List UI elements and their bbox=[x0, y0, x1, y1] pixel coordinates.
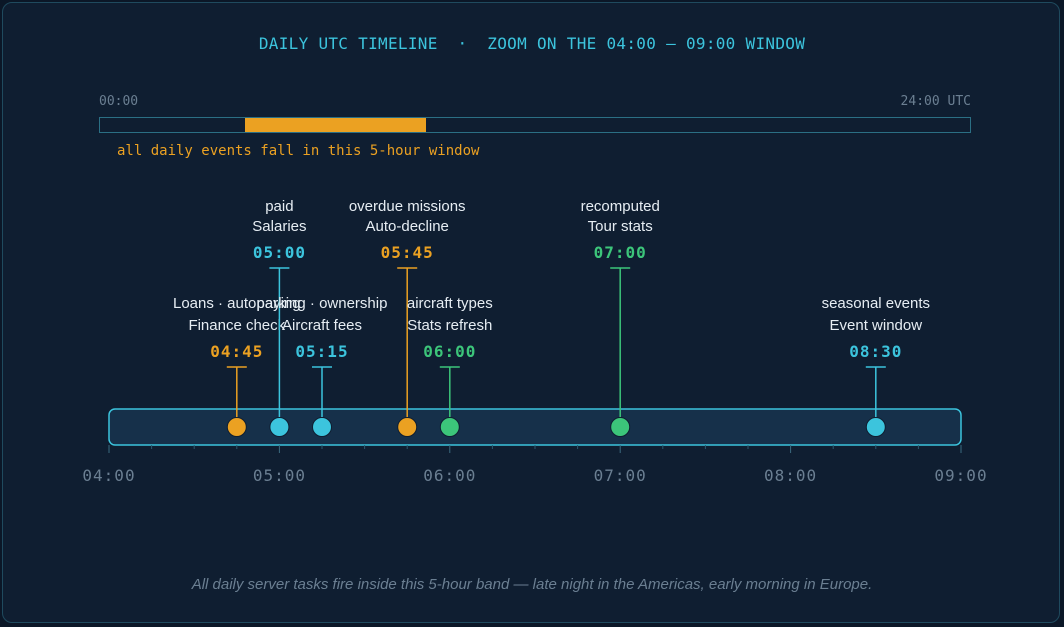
event-detail-label: Loans · autopaying bbox=[173, 295, 301, 312]
event-name-label: Finance check bbox=[188, 317, 285, 334]
event-time-label: 08:30 bbox=[849, 342, 902, 361]
diagram-title: DAILY UTC TIMELINE · ZOOM ON THE 04:00 –… bbox=[258, 34, 806, 53]
event-name-label: Stats refresh bbox=[407, 317, 492, 334]
event-detail-label: recomputed bbox=[581, 198, 660, 215]
event-detail-label: parking · ownership bbox=[257, 295, 388, 312]
event-name-label: Auto-decline bbox=[366, 218, 449, 235]
axis-tick-label: 09:00 bbox=[934, 466, 987, 485]
overview-end-label: 24:00 UTC bbox=[900, 94, 971, 109]
event-detail-label: aircraft types bbox=[407, 295, 493, 312]
event-detail-label: overdue missions bbox=[349, 198, 466, 215]
event-time-label: 04:45 bbox=[210, 342, 263, 361]
overview-start-label: 00:00 bbox=[99, 94, 139, 109]
footer-caption: All daily server tasks fire inside this … bbox=[191, 576, 873, 593]
event-dot bbox=[397, 417, 418, 437]
event-name-label: Salaries bbox=[252, 218, 306, 235]
event-dot bbox=[312, 417, 332, 437]
axis-tick-label: 07:00 bbox=[594, 466, 647, 485]
event-time-label: 07:00 bbox=[594, 243, 647, 262]
event-time-label: 06:00 bbox=[423, 342, 476, 361]
event-name-label: Aircraft fees bbox=[282, 317, 362, 334]
event-dot bbox=[610, 417, 631, 437]
event-time-label: 05:00 bbox=[253, 243, 306, 262]
event-dot bbox=[865, 417, 886, 437]
event-dot bbox=[226, 417, 247, 437]
overview-24h-bar bbox=[99, 117, 971, 133]
event-name-label: Event window bbox=[830, 317, 923, 334]
axis-tick-label: 05:00 bbox=[253, 466, 306, 485]
axis-tick-label: 06:00 bbox=[423, 466, 476, 485]
event-time-label: 05:45 bbox=[381, 243, 434, 262]
event-time-label: 05:15 bbox=[295, 342, 348, 361]
event-name-label: Tour stats bbox=[588, 218, 653, 235]
overview-window-highlight bbox=[244, 118, 427, 132]
event-dot bbox=[439, 417, 460, 437]
overview-note: all daily events fall in this 5-hour win… bbox=[117, 143, 480, 159]
event-detail-label: seasonal events bbox=[822, 295, 930, 312]
event-dot bbox=[269, 417, 290, 437]
axis-tick-label: 04:00 bbox=[82, 466, 135, 485]
event-detail-label: paid bbox=[265, 198, 293, 215]
axis-tick-label: 08:00 bbox=[764, 466, 817, 485]
